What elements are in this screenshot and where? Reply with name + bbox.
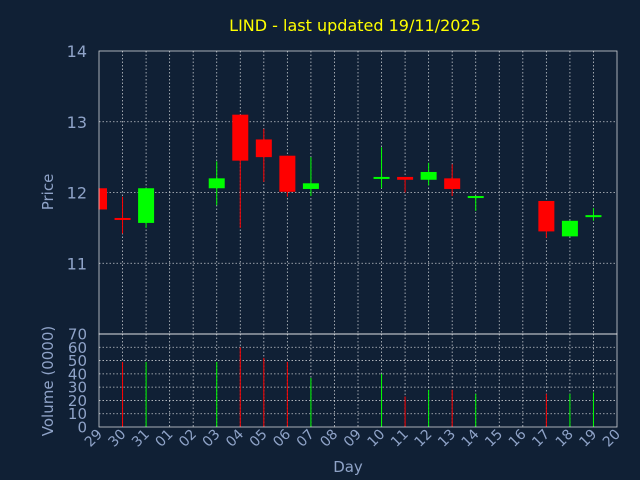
candle-body — [99, 188, 107, 210]
candle-body — [279, 155, 296, 192]
candle-body — [373, 176, 390, 179]
volume-tick-label: 50 — [68, 352, 87, 370]
volume-layer — [122, 347, 594, 427]
candle-body — [232, 114, 249, 161]
volume-tick-label: 60 — [68, 339, 87, 357]
price-tick-label: 13 — [67, 113, 87, 132]
volume-tick-label: 0 — [77, 419, 87, 437]
volume-tick-label: 40 — [68, 365, 87, 383]
x-tick-layer: 29 30 31 01 02 03 04 05 06 07 08 09 10 11 12 13 14 15 16 17… — [82, 426, 624, 450]
volume-panel-frame — [98, 333, 618, 428]
candle-body — [138, 188, 155, 223]
volume-tick-label: 10 — [68, 405, 87, 423]
candle-body — [538, 200, 555, 232]
candle-body — [561, 220, 578, 237]
candle-body — [585, 215, 602, 218]
x-axis-label: Day — [333, 458, 363, 476]
frame-layer — [98, 50, 618, 428]
candle-body — [397, 176, 414, 180]
price-axis-label: Price — [39, 174, 57, 211]
candle-body — [444, 178, 461, 189]
candle-body — [255, 139, 272, 158]
candle-body — [420, 171, 437, 180]
candle-body — [208, 178, 225, 189]
candle-body — [114, 217, 131, 220]
volume-tick-label: 70 — [68, 326, 87, 344]
volume-tick-label: 20 — [68, 392, 87, 410]
candle-body — [467, 196, 484, 199]
price-tick-label: 14 — [67, 42, 87, 61]
chart-title: LIND - last updated 19/11/2025 — [229, 16, 481, 35]
price-tick-layer: 14 13 12 11 — [67, 42, 87, 273]
candle-layer — [98, 114, 602, 238]
price-tick-label: 12 — [67, 184, 87, 203]
price-tick-label: 11 — [67, 254, 87, 273]
volume-axis-label: Volume (0000) — [39, 326, 57, 436]
volume-tick-label: 30 — [68, 379, 87, 397]
candle-body — [302, 183, 319, 189]
